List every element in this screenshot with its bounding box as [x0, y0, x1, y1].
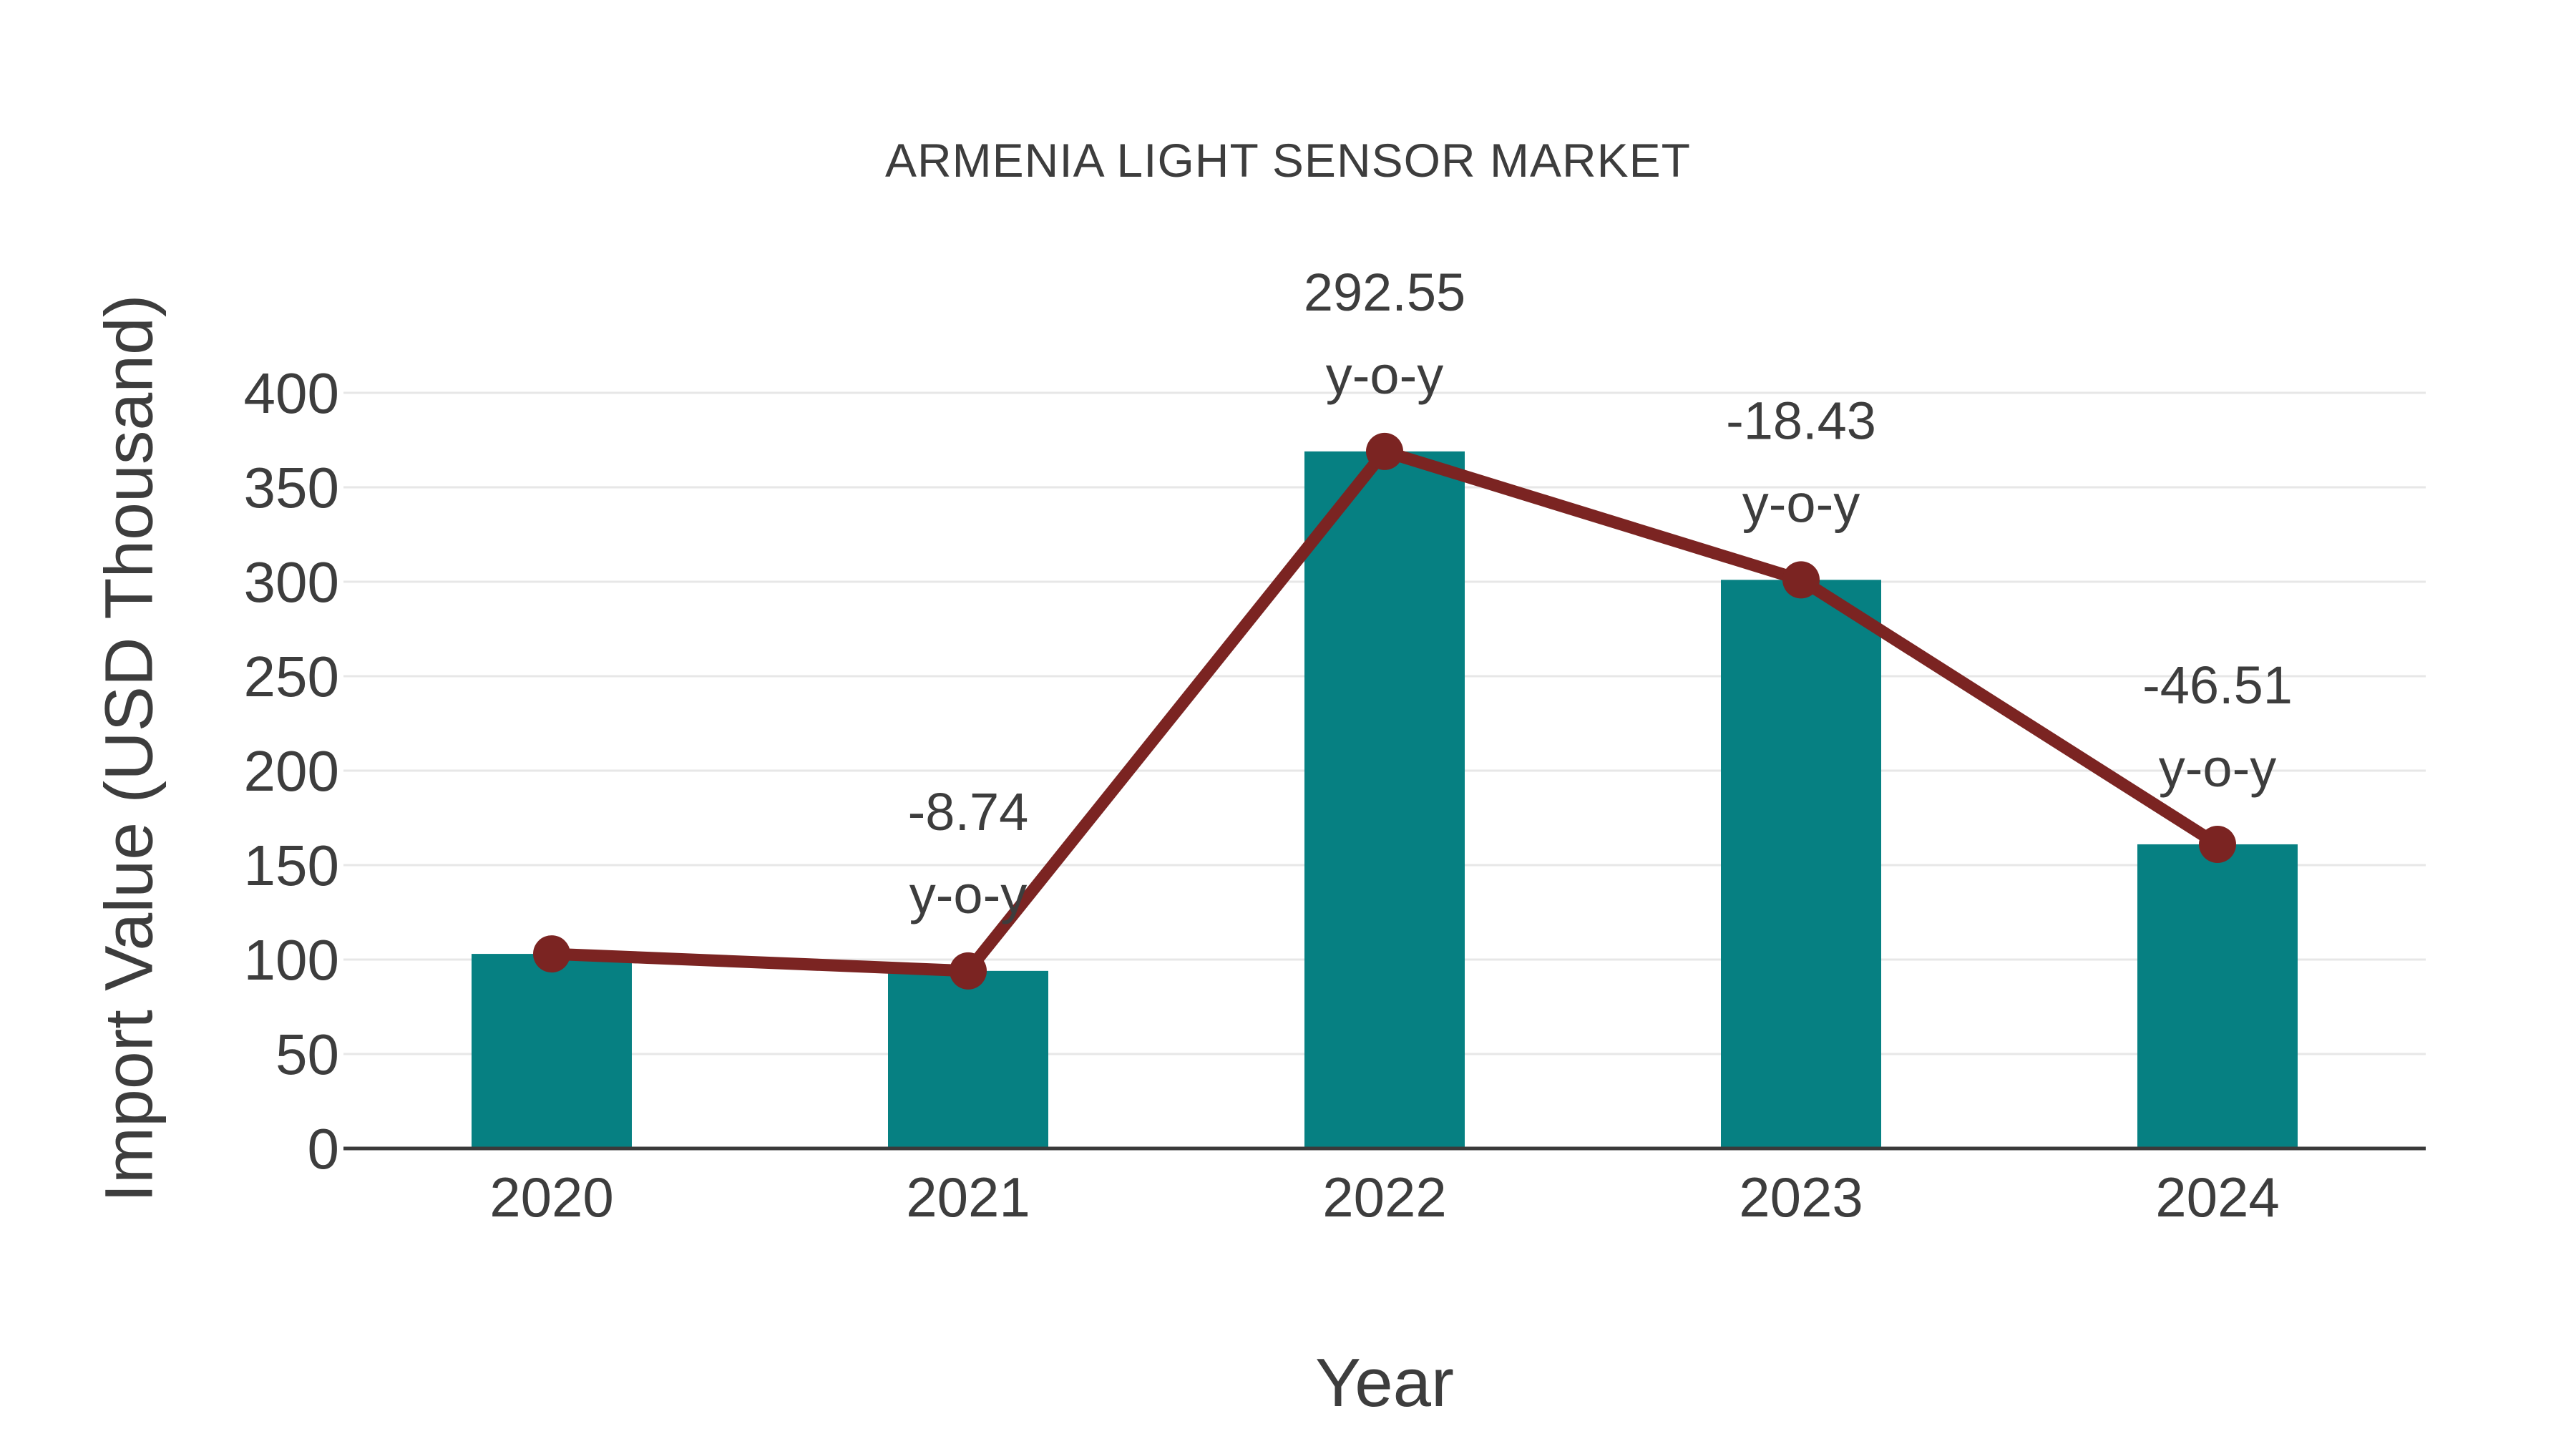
- x-axis-label: Year: [1315, 1345, 1454, 1421]
- x-tick-label-2021: 2021: [906, 1166, 1030, 1229]
- y-tick-label-100: 100: [244, 928, 339, 992]
- y-tick-label-50: 50: [275, 1023, 339, 1086]
- chart-title: ARMENIA LIGHT SENSOR MARKET: [885, 134, 1691, 187]
- marker-2024: [2199, 825, 2236, 863]
- x-tick-label-2020: 2020: [489, 1166, 614, 1229]
- x-tick-label-2023: 2023: [1739, 1166, 1863, 1229]
- annotation-suffix-2021: y-o-y: [909, 865, 1027, 924]
- annotation-suffix-2024: y-o-y: [2159, 738, 2276, 798]
- bar-2022: [1304, 451, 1465, 1148]
- annotation-suffix-2023: y-o-y: [1742, 474, 1860, 533]
- annotation-value-2023: -18.43: [1726, 391, 1876, 450]
- marker-2020: [533, 935, 570, 973]
- bar-2021: [888, 970, 1048, 1148]
- y-tick-label-250: 250: [244, 645, 339, 708]
- y-tick-label-400: 400: [244, 361, 339, 425]
- marker-2023: [1782, 561, 1820, 599]
- annotation-value-2021: -8.74: [908, 782, 1029, 841]
- y-tick-label-200: 200: [244, 739, 339, 803]
- bar-2024: [2137, 844, 2298, 1148]
- y-tick-label-0: 0: [308, 1117, 340, 1181]
- marker-2022: [1366, 432, 1403, 470]
- annotation-suffix-2022: y-o-y: [1326, 346, 1443, 405]
- x-tick-label-2024: 2024: [2155, 1166, 2280, 1229]
- marker-2021: [950, 952, 987, 990]
- y-tick-label-150: 150: [244, 834, 339, 897]
- y-tick-label-350: 350: [244, 456, 339, 519]
- annotation-value-2024: -46.51: [2142, 655, 2293, 715]
- x-tick-label-2022: 2022: [1322, 1166, 1447, 1229]
- bar-2023: [1721, 580, 1881, 1148]
- bar-2020: [472, 954, 632, 1148]
- annotation-value-2022: 292.55: [1304, 263, 1465, 322]
- y-tick-label-300: 300: [244, 550, 339, 614]
